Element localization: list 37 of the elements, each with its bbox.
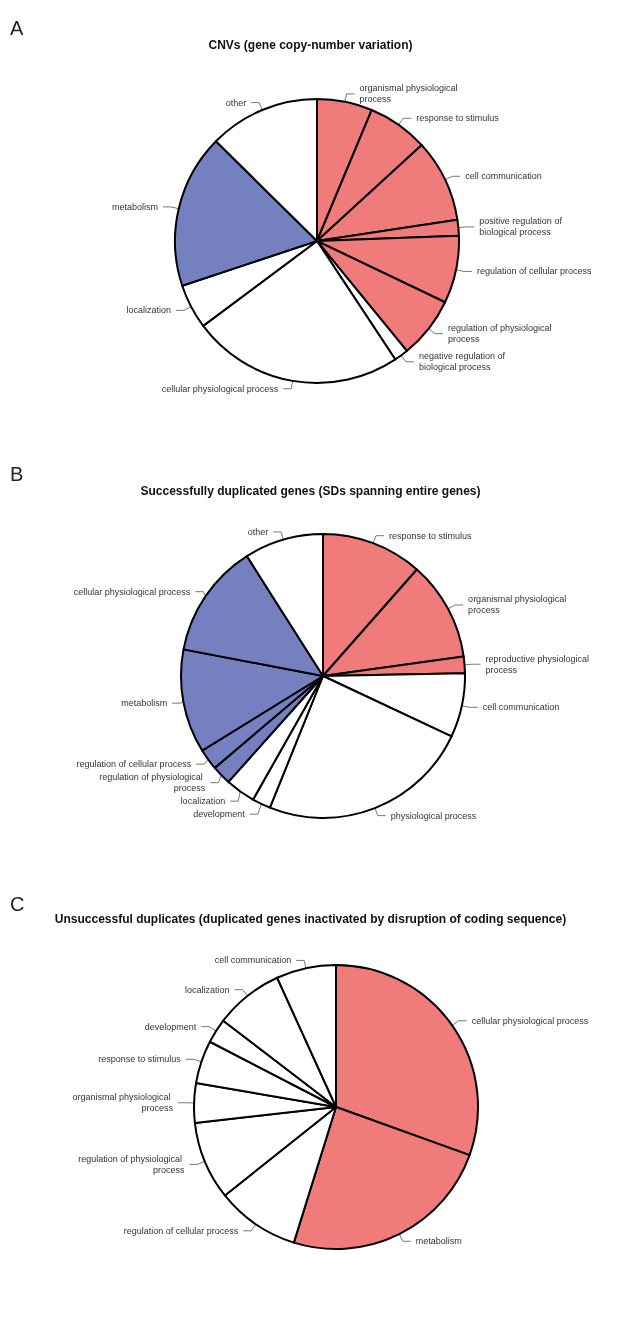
- slice-label: organismal physiological process: [359, 83, 461, 105]
- slice-label: cell communication: [482, 702, 560, 713]
- chart-title: CNVs (gene copy-number variation): [208, 38, 413, 52]
- slice-label: organismal physiological process: [468, 594, 569, 616]
- slice-label: regulation of physiological process: [447, 323, 555, 345]
- slice-label: other: [225, 97, 247, 108]
- text: C: [10, 893, 25, 915]
- slice-label: response to stimulus: [416, 113, 500, 124]
- text: B: [10, 463, 24, 485]
- slice-label: organismal physiological process: [72, 1092, 174, 1114]
- slice-label: cellular physiological process: [73, 586, 191, 597]
- slice-label: development: [193, 809, 246, 820]
- slice-label: cellular physiological process: [471, 1015, 589, 1026]
- slice-label: negative regulation of biological process: [418, 351, 508, 373]
- chart-title: Unsuccessful duplicates (duplicated genes inactivated by disruption of coding sequence): [54, 912, 567, 926]
- slice-label: localization: [126, 305, 171, 316]
- slice-label: development: [144, 1021, 197, 1032]
- text: A: [10, 17, 24, 39]
- slice-label: cellular physiological process: [161, 383, 279, 394]
- slice-label: response to stimulus: [389, 530, 473, 541]
- slice-label: metabolism: [111, 201, 158, 212]
- slice-label: metabolism: [121, 698, 168, 709]
- slice-label: cell communication: [465, 171, 542, 182]
- slice-label: localization: [180, 796, 226, 807]
- slice-label: cell communication: [214, 955, 292, 966]
- slice-label: localization: [185, 984, 230, 995]
- slice-label: other: [247, 526, 269, 537]
- chart-title: Successfully duplicated genes (SDs spanning entire genes): [140, 484, 481, 498]
- slice-label: positive regulation of biological process: [479, 216, 565, 238]
- slice-label: regulation of cellular process: [76, 759, 192, 770]
- slice-label: regulation of physiological process: [78, 1153, 185, 1175]
- slice-label: regulation of cellular process: [476, 266, 592, 277]
- slice-label: physiological process: [390, 810, 477, 821]
- slice-label: response to stimulus: [98, 1054, 182, 1065]
- slice-label: reproductive physiological process: [485, 653, 592, 675]
- slice-label: regulation of cellular process: [123, 1225, 239, 1236]
- slice-label: metabolism: [415, 1236, 462, 1247]
